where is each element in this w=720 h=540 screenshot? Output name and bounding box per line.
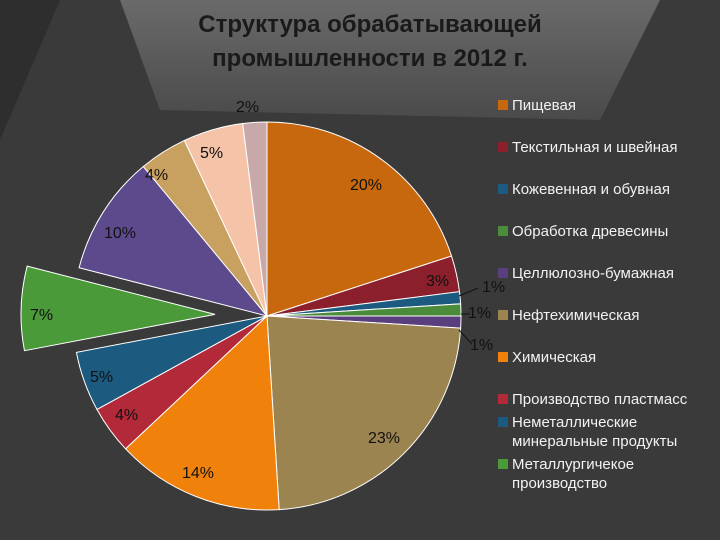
pie-slice [78,165,269,317]
legend-swatch [498,417,508,427]
legend-swatch [498,352,508,362]
legend-swatch [498,184,508,194]
legend-label: Нефтехимическая [512,307,640,324]
legend-item: Химическая [496,348,720,367]
legend-item: Нефтехимическая [496,306,720,325]
legend-label: Обработка древесины [512,223,669,240]
legend-label: Кожевенная и обувная [512,181,670,198]
legend-item: Обработка древесины [496,222,720,241]
slice-data-label: 3% [426,273,449,290]
slice-data-label: 1% [468,305,491,322]
legend-item: Текстильная и швейная [496,138,720,157]
legend-swatch [498,394,508,404]
slice-data-label: 20% [350,177,382,194]
pie-slice [75,315,268,411]
legend-item: Кожевенная и обувная [496,180,720,199]
pie-slice [20,265,216,352]
legend-item: Пищевая [496,96,720,115]
pie-slice [124,314,280,511]
slice-data-label: 23% [368,430,400,447]
legend-swatch [498,100,508,110]
legend-label: Неметаллические минеральные продукты [512,414,678,450]
leader-line [458,329,473,345]
legend-swatch [498,268,508,278]
slice-data-label: 7% [30,307,53,324]
chart-title: Структура обрабатывающей промышленности … [198,11,542,72]
pie-slice [266,121,453,317]
slice-data-label: 5% [200,145,223,162]
legend-item: Неметаллические минеральные продукты [496,413,720,451]
legend: Пищевая Текстильная и швейная Кожевенная и… [496,96,720,497]
slice-data-label: 1% [482,279,505,296]
legend-label: Производство пластмасс [512,391,688,408]
legend-label: Металлургичекое производство [512,456,635,492]
pie-slice [266,315,462,511]
slice-data-label: 5% [90,369,113,386]
legend-label: Целлюлозно-бумажная [512,265,674,282]
legend-swatch [498,142,508,152]
slice-data-label: 2% [236,99,259,116]
legend-swatch [498,310,508,320]
slice-data-label: 1% [470,337,493,354]
pie-slice [242,121,268,317]
legend-label: Текстильная и швейная [512,139,678,156]
legend-item: Целлюлозно-бумажная [496,264,720,283]
slice-data-label: 4% [115,407,138,424]
leader-line [458,287,479,297]
slice-data-label: 10% [104,225,136,242]
legend-swatch [498,459,508,469]
slice-data-label: 14% [182,465,214,482]
legend-item: Производство пластмасс [496,390,720,409]
legend-label: Химическая [512,349,597,366]
slice-data-label: 4% [145,167,168,184]
legend-swatch [498,226,508,236]
legend-item: Металлургичекое производство [496,455,720,493]
legend-label: Пищевая [512,97,576,114]
